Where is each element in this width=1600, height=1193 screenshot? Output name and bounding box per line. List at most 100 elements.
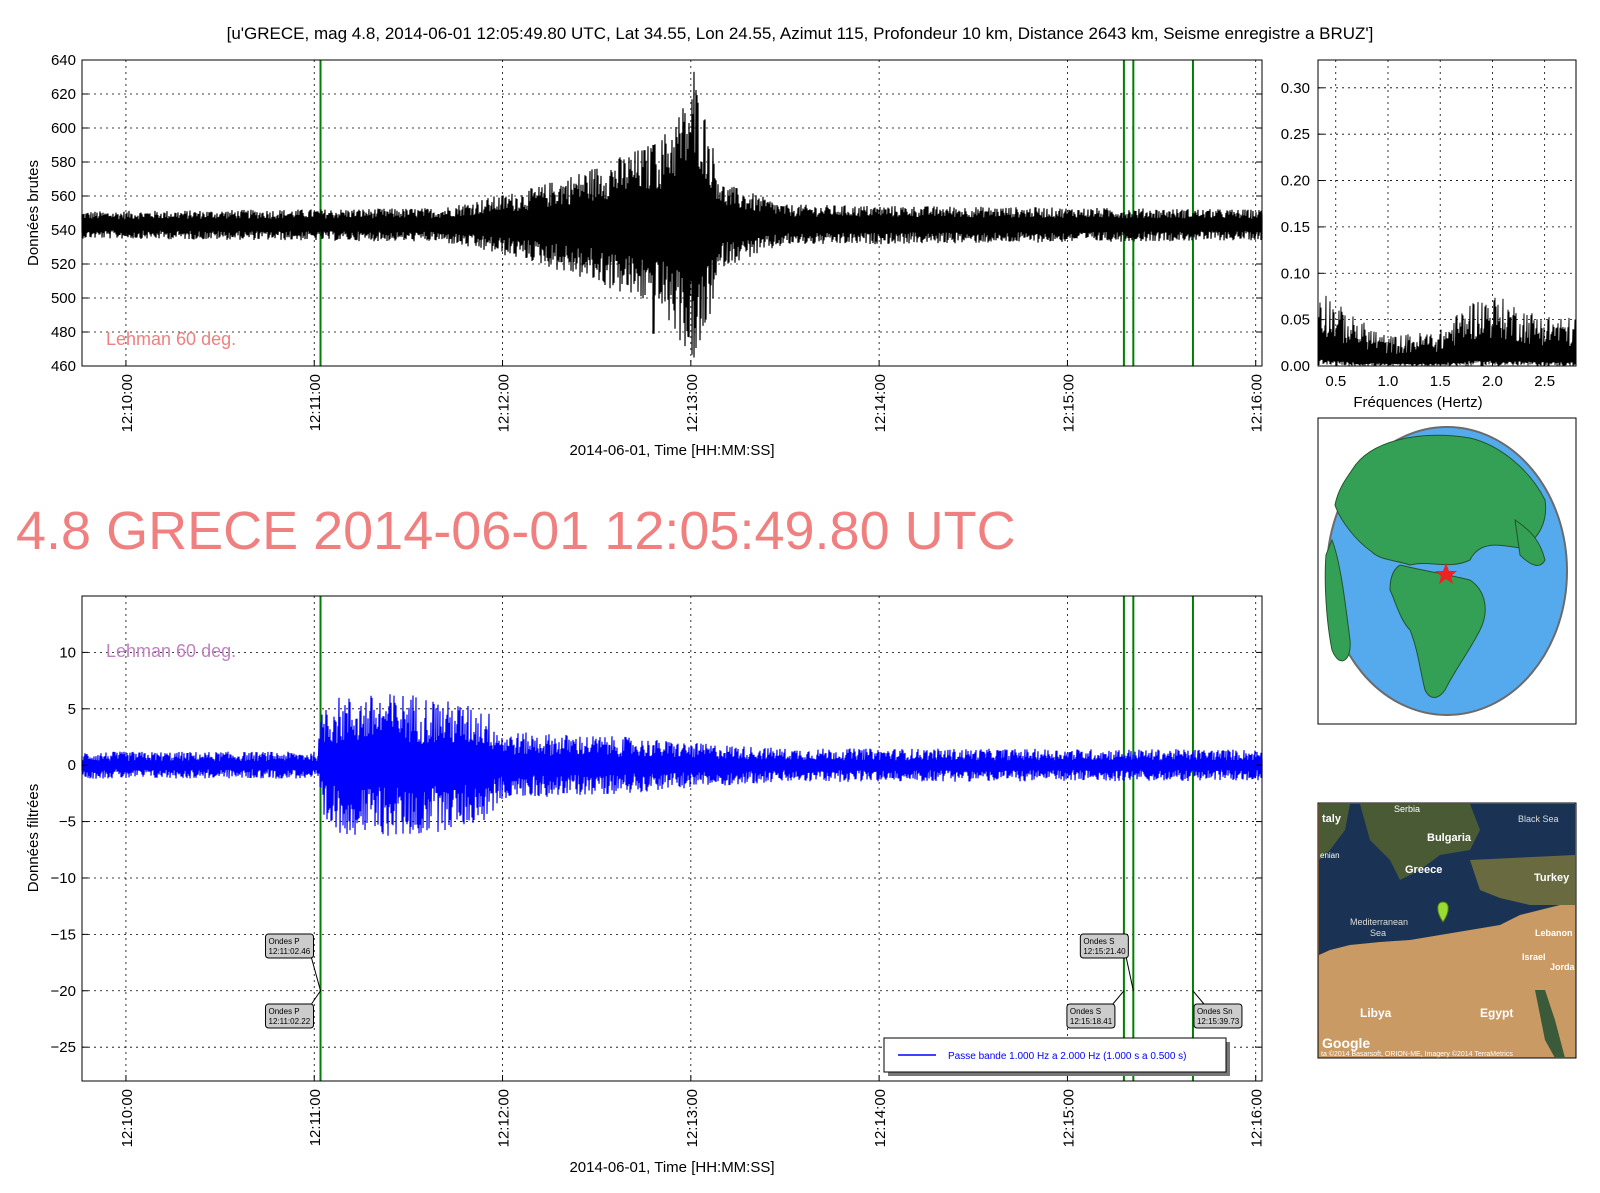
x-tick-label: 12:12:00 — [496, 374, 513, 432]
phase-label-box — [1079, 933, 1129, 959]
phase-label-arrow — [1112, 990, 1125, 1005]
y-tick-label: 600 — [51, 120, 76, 137]
map-balkans — [1360, 804, 1480, 880]
y-tick-label: 560 — [51, 188, 76, 205]
raw-annotation: Lehman 60 deg. — [106, 329, 236, 349]
globe-asia-south — [1514, 518, 1546, 566]
phase-label: Ondes P12:11:02.22 — [265, 990, 321, 1029]
x-tick-label: 12:13:00 — [684, 1089, 701, 1147]
raw-xlabel: 2014-06-01, Time [HH:MM:SS] — [569, 442, 774, 459]
y-tick-label: 640 — [51, 52, 76, 69]
phase-label-name: Ondes S — [1070, 1007, 1101, 1016]
x-tick-label: 12:15:00 — [1060, 374, 1077, 432]
map-label-lebanon: Lebanon — [1535, 928, 1573, 938]
spectrum-y-tick-label: 0.10 — [1281, 265, 1310, 282]
x-tick-label: 12:14:00 — [872, 374, 889, 432]
globe-panel — [1317, 417, 1577, 725]
x-tick-label: 12:16:00 — [1249, 1089, 1266, 1147]
filtered-ylabel: Données filtrées — [25, 784, 42, 892]
spectrum-x-tick-label: 1.0 — [1378, 373, 1399, 390]
spectrum-chart: 0.00 0.05 0.10 0.15 0.20 0.25 0.30 0.5 1.0 1.5 2.… — [1281, 59, 1577, 411]
x-tick-label: 12:15:00 — [1060, 1089, 1077, 1147]
map-label-black_sea: Black Sea — [1518, 814, 1559, 824]
phase-label-box — [1066, 1003, 1116, 1029]
satellite-map-panel: taly Serbia Bulgaria Black Sea enian Greece Tu… — [1317, 802, 1577, 1059]
phase-label-box — [265, 1003, 315, 1029]
map-label-mediterranean: Mediterranean — [1350, 917, 1408, 927]
map-label-israel: Israel — [1522, 952, 1546, 962]
spectrum-y-tick-label: 0.00 — [1281, 358, 1310, 375]
filtered-annotation: Lehman 60 deg. — [106, 641, 236, 661]
map-marker-icon — [1437, 901, 1449, 923]
epicenter-star-icon — [1435, 563, 1457, 584]
raw-ylabel: Données brutes — [25, 160, 42, 266]
phase-label-name: Ondes P — [269, 1007, 300, 1016]
map-label-greece: Greece — [1405, 864, 1442, 876]
spectrum-y-ticks: 0.00 0.05 0.10 0.15 0.20 0.25 0.30 — [1281, 80, 1324, 375]
filtered-seismogram-chart: −25 −20 −15 −10 −5 0 5 10 12:10:00 12:11:00 12:12… — [25, 595, 1266, 1176]
map-label-italy: taly — [1322, 813, 1342, 825]
phase-label: Ondes S12:15:21.40 — [1079, 933, 1134, 991]
x-tick-label: 12:10:00 — [119, 1089, 136, 1147]
y-tick-label: 480 — [51, 324, 76, 341]
phase-label: Ondes P12:11:02.46 — [265, 933, 321, 991]
y-tick-label: 0 — [68, 757, 76, 774]
y-tick-label: 620 — [51, 86, 76, 103]
y-tick-label: −15 — [51, 926, 76, 943]
raw-trace — [81, 71, 1263, 358]
globe-eurasia — [1334, 434, 1547, 566]
map-label-egypt: Egypt — [1480, 1006, 1513, 1020]
y-tick-label: 580 — [51, 154, 76, 171]
map-label-jordan: Jorda — [1550, 962, 1576, 972]
x-tick-label: 12:16:00 — [1249, 374, 1266, 432]
spectrum-y-tick-label: 0.30 — [1281, 80, 1310, 97]
spectrum-trace — [1317, 295, 1577, 367]
map-label-libya: Libya — [1360, 1006, 1392, 1020]
legend-text: Passe bande 1.000 Hz a 2.000 Hz (1.000 s… — [948, 1051, 1187, 1062]
filtered-plot-frame — [81, 595, 1263, 1082]
phase-label-time: 12:15:39.73 — [1197, 1017, 1240, 1026]
legend-box — [883, 1037, 1227, 1073]
spectrum-x-tick-label: 0.5 — [1325, 373, 1346, 390]
spectrum-x-ticks: 0.5 1.0 1.5 2.0 2.5 — [1325, 360, 1555, 390]
y-tick-label: −20 — [51, 983, 76, 1000]
phase-label-name: Ondes S — [1083, 937, 1114, 946]
x-tick-label: 12:13:00 — [684, 374, 701, 432]
map-label-google: Google — [1322, 1035, 1370, 1051]
map-turkey — [1470, 855, 1575, 905]
map-nile — [1535, 990, 1565, 1058]
y-tick-label: 540 — [51, 222, 76, 239]
filtered-x-ticks: 12:10:00 12:11:00 12:12:00 12:13:00 12:14:00… — [119, 1075, 1266, 1147]
x-tick-label: 12:14:00 — [872, 1089, 889, 1147]
phase-label-time: 12:15:21.40 — [1083, 947, 1126, 956]
spectrum-y-tick-label: 0.15 — [1281, 219, 1310, 236]
phase-label-time: 12:11:02.22 — [269, 1017, 311, 1026]
raw-x-ticks: 12:10:00 12:11:00 12:12:00 12:13:00 12:14:00… — [119, 360, 1266, 432]
map-label-turkey: Turkey — [1534, 872, 1570, 884]
spectrum-xlabel: Fréquences (Hertz) — [1353, 394, 1482, 411]
filtered-y-ticks: −25 −20 −15 −10 −5 0 5 10 — [51, 644, 1262, 1056]
phase-label-name: Ondes P — [269, 937, 300, 946]
filtered-phase-lines — [319, 596, 1194, 1081]
phase-label-name: Ondes Sn — [1197, 1007, 1233, 1016]
map-italy — [1319, 804, 1350, 860]
map-label-serbia: Serbia — [1394, 804, 1420, 814]
x-tick-label: 12:10:00 — [119, 374, 136, 432]
legend: Passe bande 1.000 Hz a 2.000 Hz (1.000 s… — [883, 1037, 1230, 1076]
spectrum-y-tick-label: 0.20 — [1281, 173, 1310, 190]
y-tick-label: −10 — [51, 870, 76, 887]
raw-plot-frame — [81, 59, 1263, 367]
globe-americas — [1324, 538, 1351, 662]
raw-y-ticks: 460 480 500 520 540 560 580 600 620 640 — [51, 52, 1262, 375]
phase-label-arrow — [1192, 990, 1205, 1005]
phase-label-arrow — [311, 957, 321, 991]
map-label-bulgaria: Bulgaria — [1427, 832, 1472, 844]
phase-label: Ondes S12:15:18.41 — [1066, 990, 1125, 1029]
y-tick-label: 460 — [51, 358, 76, 375]
y-tick-label: 500 — [51, 290, 76, 307]
spectrum-y-tick-label: 0.05 — [1281, 312, 1310, 329]
phase-label-time: 12:11:02.46 — [269, 947, 311, 956]
y-tick-label: −25 — [51, 1039, 76, 1056]
